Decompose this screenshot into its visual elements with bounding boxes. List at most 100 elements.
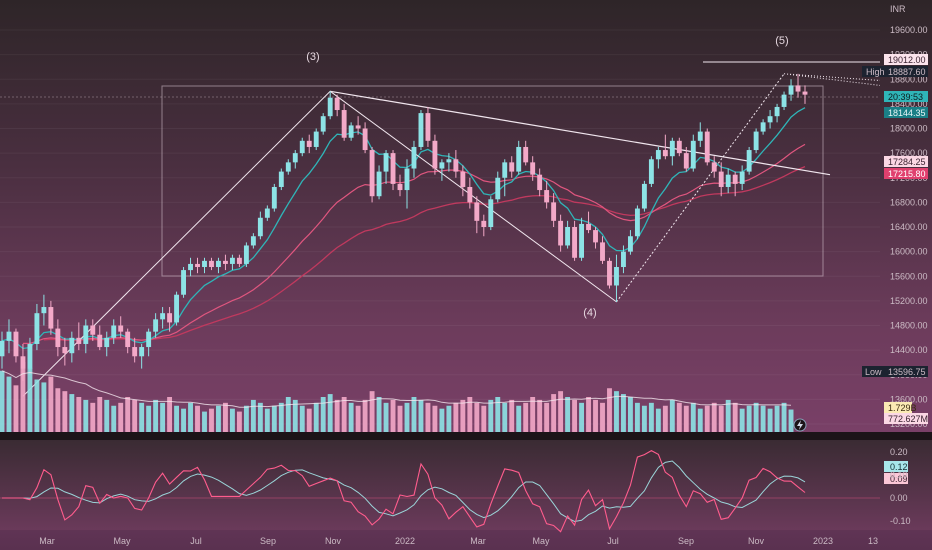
candle-body bbox=[167, 313, 173, 323]
volume-bar bbox=[250, 399, 256, 432]
candle-body bbox=[327, 97, 333, 117]
volume-bar bbox=[306, 408, 312, 432]
volume-bar bbox=[662, 405, 668, 432]
price-tick-label: 17600.00 bbox=[890, 148, 928, 158]
volume-bar bbox=[739, 408, 745, 432]
time-tick-label: Sep bbox=[260, 536, 276, 546]
volume-bar bbox=[600, 402, 605, 432]
osc-tick-label: -0.10 bbox=[890, 516, 911, 526]
volume-bar bbox=[593, 399, 598, 432]
price-tick-label: 16400.00 bbox=[890, 222, 928, 232]
volume-bar bbox=[257, 402, 263, 432]
volume-bar bbox=[432, 405, 438, 432]
volume-bar bbox=[160, 402, 166, 432]
oscillator-panel bbox=[0, 440, 932, 530]
candle-body bbox=[202, 260, 207, 268]
flash-icon[interactable] bbox=[793, 418, 807, 432]
candle-body bbox=[558, 220, 564, 246]
low-badge-label: Low bbox=[865, 367, 882, 377]
candle-body bbox=[676, 140, 682, 154]
time-tick-label: Nov bbox=[748, 536, 765, 546]
price-tick-label: 18400.00 bbox=[890, 99, 928, 109]
volume-bar bbox=[153, 399, 159, 432]
candle-body bbox=[579, 223, 585, 258]
range-box bbox=[161, 85, 824, 277]
volume-bar bbox=[753, 402, 759, 432]
volume-bar bbox=[579, 402, 585, 432]
osc-b-badge: 0.09 bbox=[890, 474, 908, 484]
volume-bar bbox=[481, 405, 487, 432]
volume-bar bbox=[565, 397, 571, 432]
volume-bar bbox=[167, 397, 173, 432]
volume-bar bbox=[621, 394, 626, 432]
wave-lines bbox=[22, 73, 881, 397]
volume-bar bbox=[509, 399, 515, 432]
osc-main-line bbox=[2, 449, 806, 533]
candle-body bbox=[397, 183, 403, 191]
volume-bar bbox=[125, 397, 131, 432]
candle-body bbox=[502, 162, 508, 178]
volume-bar bbox=[209, 408, 214, 432]
candle-body bbox=[13, 331, 19, 357]
price-tick-label: 15200.00 bbox=[890, 296, 928, 306]
volume-bar bbox=[34, 379, 40, 432]
volume-bar bbox=[607, 388, 612, 432]
candle-body bbox=[209, 260, 214, 268]
volume-bar bbox=[446, 405, 452, 432]
volume-bar bbox=[20, 362, 26, 432]
candle-body bbox=[495, 177, 501, 200]
wave-label-5: (5) bbox=[775, 35, 788, 47]
volume-bar bbox=[320, 397, 326, 432]
candle-body bbox=[216, 260, 221, 268]
volume-bar bbox=[285, 397, 291, 432]
volume-bar bbox=[313, 402, 319, 432]
volume-bar bbox=[467, 397, 473, 432]
candle-body bbox=[334, 97, 340, 111]
volume-bar bbox=[271, 405, 277, 432]
price-tick-label: 14400.00 bbox=[890, 345, 928, 355]
candle-body bbox=[767, 116, 773, 123]
volume-bar bbox=[341, 397, 347, 432]
volume-bar bbox=[188, 402, 193, 432]
volume-bar bbox=[774, 405, 780, 432]
candle-body bbox=[669, 140, 675, 157]
volume-bar bbox=[725, 399, 731, 432]
volume-bar bbox=[222, 402, 228, 432]
candle-body bbox=[355, 125, 361, 129]
candle-body bbox=[453, 159, 459, 172]
candle-body bbox=[362, 128, 368, 151]
candle-body bbox=[516, 146, 522, 172]
volume-bar bbox=[516, 405, 522, 432]
grid-lines bbox=[0, 29, 880, 425]
candle-body bbox=[146, 331, 152, 348]
volume-bar bbox=[460, 399, 466, 432]
candle-body bbox=[481, 220, 487, 227]
candle-body bbox=[732, 174, 738, 184]
candle-body bbox=[662, 150, 668, 157]
candle-body bbox=[760, 122, 766, 132]
candle-body bbox=[467, 186, 473, 203]
candle-body bbox=[48, 307, 54, 329]
price-tick-label: 15600.00 bbox=[890, 271, 928, 281]
volume-bar bbox=[530, 397, 536, 432]
candle-body bbox=[299, 140, 305, 154]
ema-mid-badge: 17284.25 bbox=[888, 157, 926, 167]
candle-body bbox=[418, 113, 424, 147]
volume-bar bbox=[669, 399, 675, 432]
price-tick-label: 13600.00 bbox=[890, 394, 928, 404]
candle-body bbox=[781, 94, 787, 107]
ema-mid-line bbox=[22, 143, 806, 345]
wave-label-3: (3) bbox=[306, 51, 319, 63]
volume-bar bbox=[781, 402, 787, 432]
candle-body bbox=[439, 162, 445, 169]
candle-body bbox=[83, 325, 89, 344]
volume-bar bbox=[453, 402, 459, 432]
candle-body bbox=[523, 146, 529, 163]
time-axis: Mar May Jul Sep Nov 2022 Mar May Jul Sep Nov 2023 13 bbox=[39, 536, 878, 546]
low-badge: 13596.75 bbox=[888, 367, 926, 377]
volume-bar bbox=[558, 391, 564, 432]
volume-bar bbox=[746, 405, 752, 432]
candles[interactable] bbox=[0, 73, 808, 381]
candle-body bbox=[0, 340, 5, 357]
